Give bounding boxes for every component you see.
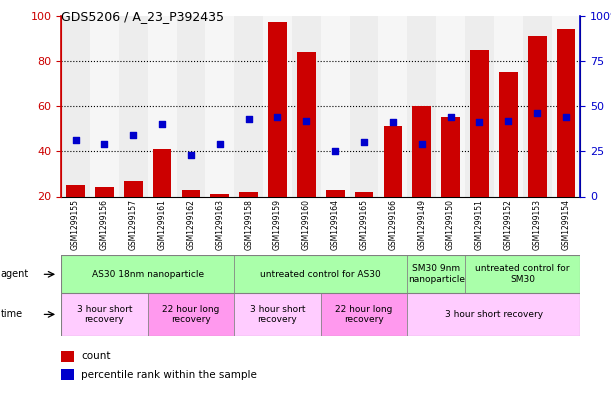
Text: agent: agent bbox=[1, 269, 29, 279]
Bar bbox=[61, 255, 234, 293]
Bar bbox=[378, 16, 408, 196]
Bar bbox=[465, 255, 580, 293]
Point bbox=[475, 119, 485, 125]
Point bbox=[128, 132, 138, 138]
Text: AS30 18nm nanoparticle: AS30 18nm nanoparticle bbox=[92, 270, 203, 279]
Bar bbox=[292, 16, 321, 196]
Bar bbox=[408, 16, 436, 196]
Bar bbox=[61, 369, 74, 380]
Point bbox=[359, 139, 369, 145]
Bar bbox=[234, 255, 408, 293]
Text: percentile rank within the sample: percentile rank within the sample bbox=[81, 370, 257, 380]
Point bbox=[100, 141, 109, 147]
Point bbox=[561, 114, 571, 120]
Bar bbox=[148, 16, 177, 196]
Bar bbox=[528, 36, 547, 197]
Bar bbox=[354, 192, 373, 196]
Bar bbox=[148, 293, 234, 336]
Point bbox=[244, 116, 254, 122]
Bar bbox=[234, 293, 321, 336]
Bar bbox=[408, 255, 465, 293]
Bar bbox=[326, 190, 345, 196]
Bar bbox=[321, 16, 349, 196]
Text: 3 hour short
recovery: 3 hour short recovery bbox=[76, 305, 132, 324]
Text: time: time bbox=[1, 309, 23, 320]
Bar bbox=[384, 127, 402, 196]
Bar bbox=[408, 293, 580, 336]
Point bbox=[331, 148, 340, 154]
Text: count: count bbox=[81, 351, 111, 361]
Text: 3 hour short recovery: 3 hour short recovery bbox=[445, 310, 543, 319]
Point bbox=[388, 119, 398, 125]
Text: 22 hour long
recovery: 22 hour long recovery bbox=[335, 305, 393, 324]
Bar bbox=[210, 194, 229, 196]
Bar bbox=[465, 16, 494, 196]
Point bbox=[71, 137, 81, 143]
Text: untreated control for AS30: untreated control for AS30 bbox=[260, 270, 381, 279]
Bar bbox=[349, 16, 378, 196]
Bar bbox=[119, 16, 148, 196]
Bar bbox=[263, 16, 292, 196]
Bar bbox=[470, 50, 489, 196]
Text: SM30 9nm
nanoparticle: SM30 9nm nanoparticle bbox=[408, 264, 465, 284]
Point bbox=[215, 141, 225, 147]
Point bbox=[503, 118, 513, 124]
Point bbox=[186, 152, 196, 158]
Text: GDS5206 / A_23_P392435: GDS5206 / A_23_P392435 bbox=[61, 10, 224, 23]
Bar bbox=[321, 293, 408, 336]
Point bbox=[301, 118, 311, 124]
Point bbox=[157, 121, 167, 127]
Text: untreated control for
SM30: untreated control for SM30 bbox=[475, 264, 570, 284]
Bar bbox=[557, 29, 576, 196]
Bar bbox=[61, 16, 90, 196]
Bar bbox=[297, 52, 316, 196]
Point bbox=[532, 110, 542, 116]
Bar bbox=[436, 16, 465, 196]
Bar bbox=[205, 16, 234, 196]
Bar bbox=[268, 22, 287, 196]
Bar bbox=[234, 16, 263, 196]
Bar bbox=[90, 16, 119, 196]
Bar bbox=[153, 149, 172, 196]
Bar bbox=[181, 190, 200, 196]
Bar bbox=[412, 106, 431, 196]
Point bbox=[445, 114, 455, 120]
Text: 3 hour short
recovery: 3 hour short recovery bbox=[250, 305, 306, 324]
Bar bbox=[552, 16, 580, 196]
Bar bbox=[523, 16, 552, 196]
Bar bbox=[124, 181, 142, 196]
Text: 22 hour long
recovery: 22 hour long recovery bbox=[163, 305, 219, 324]
Bar bbox=[61, 293, 148, 336]
Bar bbox=[177, 16, 205, 196]
Bar bbox=[66, 185, 85, 196]
Bar bbox=[95, 187, 114, 196]
Bar bbox=[61, 351, 74, 362]
Bar bbox=[494, 16, 523, 196]
Point bbox=[417, 141, 426, 147]
Bar bbox=[499, 72, 518, 196]
Bar bbox=[441, 118, 460, 196]
Bar bbox=[240, 192, 258, 196]
Point bbox=[273, 114, 282, 120]
